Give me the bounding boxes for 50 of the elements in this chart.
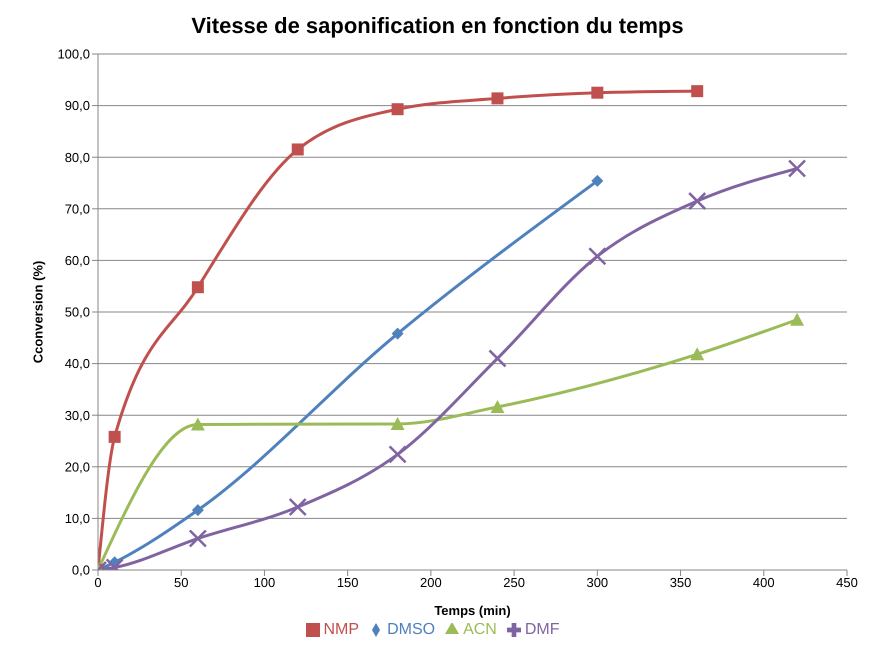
x-tick-label: 50 [174, 575, 188, 590]
point [490, 400, 504, 413]
point [388, 445, 407, 464]
point [488, 349, 507, 368]
point [491, 92, 504, 104]
y-tick-label: 70,0 [64, 201, 90, 216]
y-axis-title: Cconversion (%) [30, 260, 46, 364]
point [790, 312, 804, 326]
legend-label: NMP [324, 621, 360, 638]
x-tick-label: 250 [503, 575, 525, 590]
legend-label: DMSO [387, 621, 436, 638]
y-tick-label: 60,0 [64, 253, 90, 268]
point [188, 529, 208, 548]
legend-label: ACN [463, 621, 497, 638]
point [788, 159, 806, 178]
y-tick-label: 80,0 [64, 150, 90, 165]
x-tick-label: 100 [254, 575, 276, 590]
x-tick-label: 350 [670, 575, 692, 590]
x-tick-label: 300 [586, 575, 608, 590]
point [192, 281, 204, 294]
point [392, 328, 404, 340]
y-tick-label: 20,0 [64, 459, 90, 474]
y-tick-label: 30,0 [64, 408, 90, 423]
point [392, 103, 404, 116]
y-tick-label: 100,0 [57, 46, 90, 62]
y-tick-label: 40,0 [64, 356, 90, 372]
y-tick-label: 0,0 [72, 562, 90, 578]
point [591, 86, 604, 99]
x-tick-label: 400 [752, 575, 775, 590]
point [688, 192, 706, 210]
x-tick-label: 150 [336, 575, 359, 590]
point [691, 85, 704, 98]
point [108, 430, 121, 443]
x-tick-label: 450 [836, 575, 858, 590]
point [292, 143, 304, 156]
point [190, 417, 205, 430]
point [390, 416, 405, 430]
y-tick-label: 50,0 [64, 304, 90, 320]
x-axis-title: Temps (min) [434, 603, 511, 618]
point [588, 247, 607, 266]
legend-label: DMF [524, 621, 560, 638]
x-tick-label: 0 [94, 575, 102, 590]
point [192, 504, 204, 516]
chart-title: Vitesse de saponification en fonction du temps [190, 12, 685, 40]
x-tick-label: 200 [420, 575, 442, 590]
point [690, 347, 704, 360]
y-tick-label: 10,0 [64, 511, 90, 526]
point [591, 174, 604, 187]
y-tick-label: 90,0 [64, 98, 90, 114]
point [288, 498, 307, 516]
